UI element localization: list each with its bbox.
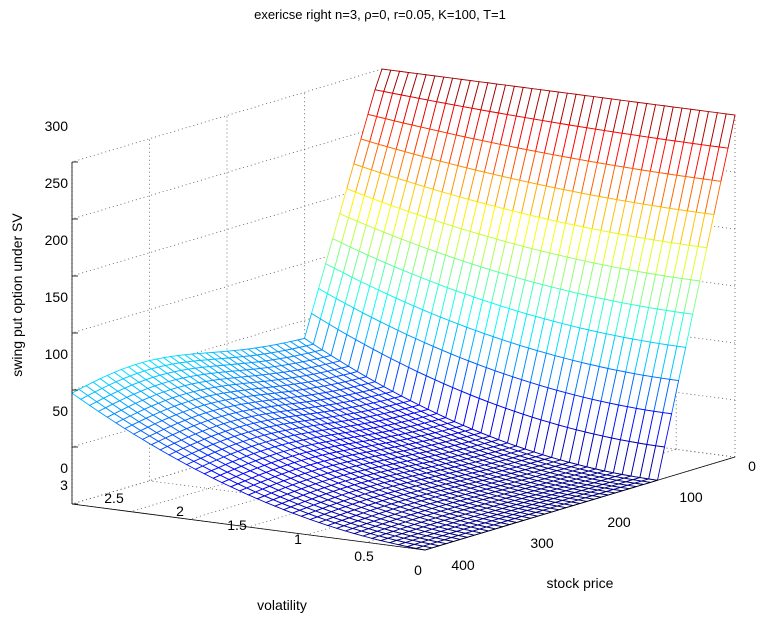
z-tick-label: 200 <box>45 232 69 248</box>
z-tick-label: 0 <box>60 460 68 476</box>
axis-layer <box>71 161 736 551</box>
grid-line <box>71 68 383 163</box>
y-tick-label: 2.5 <box>104 490 124 506</box>
y-tick-label: 2 <box>176 503 184 519</box>
x-axis-line <box>424 456 736 551</box>
z-tick-label: 100 <box>45 346 69 362</box>
x-tick-label: 100 <box>679 489 703 505</box>
y-tick-label: 0.5 <box>354 548 374 564</box>
x-tick-label: 200 <box>607 514 631 530</box>
x-tick-label: 300 <box>530 535 554 551</box>
x-axis-label: stock price <box>547 575 614 591</box>
z-tick-label: 250 <box>45 175 69 191</box>
y-axis-line <box>71 503 426 551</box>
y-tick-label: 0 <box>414 562 422 578</box>
y-axis-label: volatility <box>257 597 307 613</box>
chart-title: exericse right n=3, ρ=0, r=0.05, K=100, … <box>254 7 506 22</box>
y-tick-label: 3 <box>60 477 68 493</box>
x-tick-label: 0 <box>748 458 756 474</box>
y-tick-label: 1.5 <box>227 517 247 533</box>
surface-mesh <box>71 68 736 551</box>
z-tick-label: 50 <box>52 403 68 419</box>
z-tick-label: 300 <box>45 118 69 134</box>
y-tick-label: 1 <box>294 531 302 547</box>
z-axis-label: swing put option under SV <box>9 213 25 377</box>
x-tick-label: 400 <box>451 557 475 573</box>
z-tick-label: 150 <box>45 289 69 305</box>
grid-line <box>149 480 503 528</box>
